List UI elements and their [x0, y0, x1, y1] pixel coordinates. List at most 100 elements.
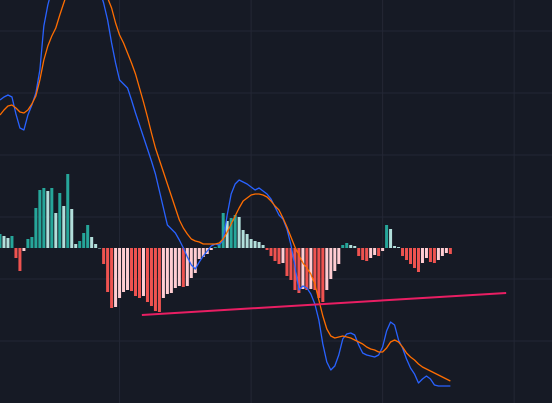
- histogram-bar: [349, 245, 353, 248]
- histogram-bar: [165, 248, 169, 294]
- histogram-bar: [313, 248, 317, 290]
- histogram-bar: [10, 236, 14, 248]
- histogram-bar: [18, 248, 22, 271]
- indicator-line: [0, 0, 451, 387]
- histogram-bar: [436, 248, 440, 260]
- histogram-bar: [189, 248, 193, 278]
- histogram-bar: [169, 248, 173, 293]
- histogram-bar: [353, 246, 357, 248]
- histogram-bar: [193, 248, 197, 273]
- histogram-bar: [177, 248, 181, 286]
- histogram-bar: [409, 248, 413, 264]
- histogram-bar: [2, 236, 6, 248]
- histogram-bar: [253, 241, 257, 248]
- histogram-bar: [62, 206, 66, 248]
- histogram-bar: [78, 241, 82, 248]
- histogram-bar: [26, 239, 30, 248]
- histogram-bar: [257, 242, 261, 248]
- histogram-bar: [173, 248, 177, 288]
- histogram-bar: [401, 248, 405, 256]
- histogram-bar: [213, 247, 217, 248]
- histogram-bar: [114, 248, 118, 307]
- histogram-bar: [22, 248, 26, 251]
- histogram-bar: [197, 248, 201, 259]
- histogram-bar: [385, 225, 389, 248]
- histogram-bar: [261, 245, 265, 248]
- histogram-bar: [149, 248, 153, 306]
- histogram-bar: [110, 248, 114, 308]
- histogram-bar: [157, 248, 161, 312]
- histogram-bar: [412, 248, 416, 268]
- histogram-bar: [153, 248, 157, 311]
- histogram-bar: [341, 245, 345, 248]
- histogram-bar: [233, 215, 237, 248]
- histogram-bar: [297, 248, 301, 293]
- histogram-bar: [42, 188, 46, 248]
- histogram-bar: [397, 247, 401, 248]
- histogram-bar: [301, 248, 305, 289]
- histogram-bar: [90, 237, 94, 248]
- indicator-line: [0, 0, 451, 382]
- histogram-bar: [74, 244, 78, 248]
- histogram-bar: [126, 248, 130, 290]
- histogram-bar: [145, 248, 149, 302]
- histogram-bar: [185, 248, 189, 286]
- histogram-bar: [86, 225, 90, 248]
- histogram-bar: [249, 239, 253, 248]
- trend-line: [141, 292, 507, 316]
- histogram-bar: [50, 188, 54, 248]
- histogram-bar: [393, 246, 397, 248]
- histogram-bar: [70, 209, 74, 248]
- histogram-bar: [389, 229, 393, 248]
- histogram-bar: [277, 248, 281, 264]
- histogram-bar: [448, 248, 452, 254]
- histogram-bar: [405, 248, 409, 260]
- histogram-bar: [365, 248, 369, 261]
- histogram-bar: [337, 248, 341, 264]
- histogram-bar: [217, 244, 221, 248]
- histogram-bar: [333, 248, 337, 271]
- histogram-bar: [309, 248, 313, 289]
- histogram-bar: [118, 248, 122, 298]
- histogram-bar: [424, 248, 428, 258]
- histogram-bar: [345, 243, 349, 248]
- histogram-bar: [209, 248, 213, 250]
- histogram-bar: [225, 221, 229, 248]
- histogram-bar: [273, 248, 277, 261]
- histogram-bar: [66, 174, 70, 248]
- histogram-bar: [82, 233, 86, 248]
- histogram-bar: [58, 193, 62, 248]
- histogram-bar: [289, 248, 293, 280]
- histogram-bar: [241, 230, 245, 248]
- histogram-bar: [0, 234, 2, 248]
- histogram-bar: [102, 248, 106, 264]
- histogram-bar: [269, 248, 273, 256]
- histogram-bar: [122, 248, 126, 292]
- histogram-bar: [94, 244, 98, 248]
- histogram-bar: [134, 248, 138, 296]
- histogram-bar: [428, 248, 432, 262]
- histogram-bar: [221, 213, 225, 248]
- histogram-bar: [265, 248, 269, 250]
- histogram-bar: [38, 190, 42, 248]
- histogram-bar: [357, 248, 361, 256]
- histogram-bar: [161, 248, 165, 298]
- histogram-bar: [14, 248, 18, 258]
- histogram-bar: [137, 248, 141, 298]
- histogram-bar: [325, 248, 329, 290]
- histogram-bar: [321, 248, 325, 302]
- histogram-bar: [245, 234, 249, 248]
- histogram-bar: [361, 248, 365, 260]
- histogram-bar: [130, 248, 134, 291]
- histogram-bar: [106, 248, 110, 292]
- histogram-bar: [416, 248, 420, 272]
- histogram-bar: [317, 248, 321, 298]
- histogram-bar: [381, 248, 385, 251]
- histogram-bar: [34, 208, 38, 248]
- histogram-bar: [329, 248, 333, 279]
- histogram-bar: [285, 248, 289, 276]
- histogram-bar: [30, 237, 34, 248]
- histogram-bar: [444, 248, 448, 253]
- histogram-bar: [54, 213, 58, 248]
